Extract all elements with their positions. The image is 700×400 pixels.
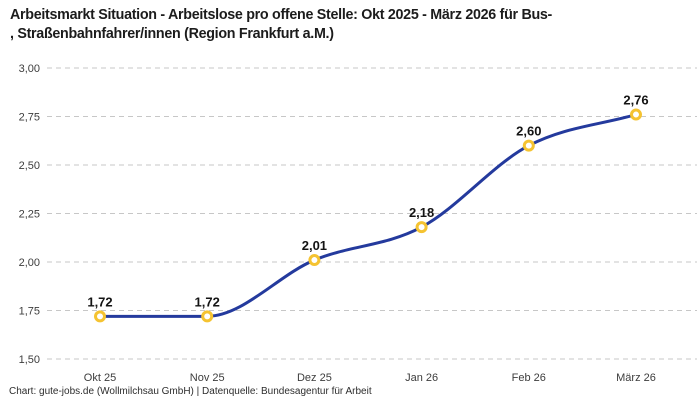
data-point-marker (522, 139, 535, 152)
series-line (98, 113, 638, 318)
title-line-1: Arbeitsmarkt Situation - Arbeitslose pro… (10, 7, 553, 23)
data-point-label: 2,60 (516, 124, 541, 139)
y-tick-label: 2,50 (19, 160, 40, 172)
data-point-marker (630, 108, 642, 121)
data-point-marker (308, 254, 321, 267)
y-tick-label: 3,00 (19, 63, 40, 75)
page-title: Arbeitsmarkt Situation - Arbeitslose pro… (10, 6, 682, 44)
data-point-label: 2,76 (623, 93, 648, 108)
data-point-label: 2,18 (409, 205, 434, 220)
data-point-marker (415, 221, 428, 234)
data-point-marker (94, 310, 106, 323)
title-line-2: , Straßenbahnfahrer/innen (Region Frankf… (10, 26, 334, 42)
y-tick-label: 1,50 (19, 354, 40, 366)
x-tick-label: Okt 25 (84, 372, 116, 384)
data-point-label: 2,01 (302, 238, 327, 253)
y-tick-label: 1,75 (19, 306, 40, 318)
data-point-marker (201, 310, 214, 323)
x-tick-label: Dez 25 (297, 372, 332, 384)
y-tick-label: 2,25 (19, 209, 40, 221)
x-tick-label: März 26 (616, 372, 656, 384)
y-tick-label: 2,75 (19, 112, 40, 124)
source-attribution: Chart: gute-jobs.de (Wollmilchsau GmbH) … (9, 386, 372, 397)
data-point-label: 1,72 (87, 294, 112, 309)
y-tick-label: 2,00 (19, 257, 40, 269)
x-tick-label: Nov 25 (190, 372, 225, 384)
x-tick-label: Jan 26 (405, 372, 438, 384)
x-tick-label: Feb 26 (512, 372, 546, 384)
data-point-label: 1,72 (195, 294, 220, 309)
